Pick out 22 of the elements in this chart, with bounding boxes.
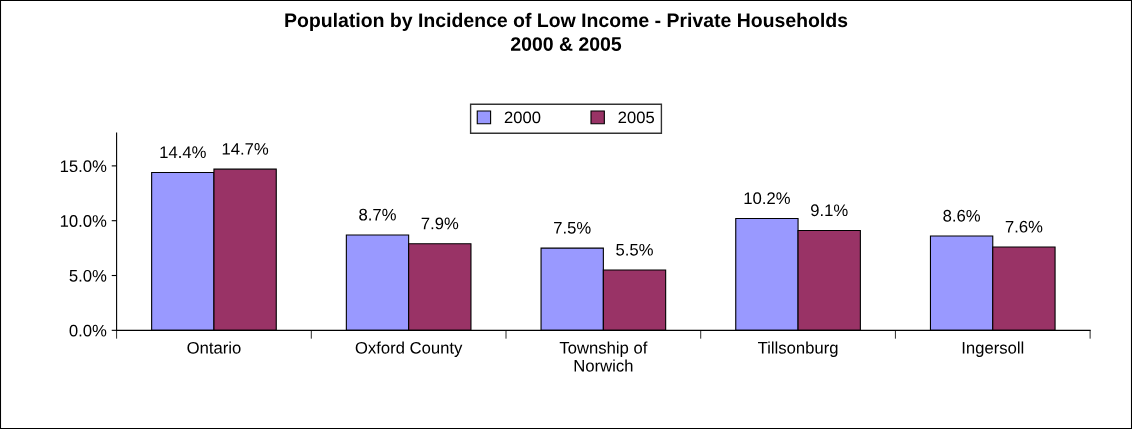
data-label: 10.2% <box>744 192 790 205</box>
y-tick-label: 5.0% <box>69 269 107 282</box>
data-label: 14.7% <box>222 143 269 155</box>
legend-label: 2000 <box>504 111 541 124</box>
data-label: 5.5% <box>616 243 653 256</box>
y-tick-label: 0.0% <box>69 324 107 337</box>
data-label: 9.1% <box>811 204 848 217</box>
y-tick-label: 10.0% <box>60 215 107 227</box>
legend-label: 2005 <box>618 111 655 124</box>
data-label: 7.5% <box>554 221 591 234</box>
data-label: 7.6% <box>1005 220 1043 233</box>
y-tick-label: 15.0% <box>60 160 107 173</box>
data-label: 7.9% <box>421 217 459 230</box>
data-label: 14.4% <box>160 146 206 158</box>
data-label: 8.6% <box>943 209 981 222</box>
x-tick-label: Oxford County <box>355 341 463 357</box>
data-label: 8.7% <box>359 208 396 221</box>
x-tick-label: Township of Norwich <box>559 341 648 372</box>
x-tick-label: Tillsonburg <box>757 341 838 357</box>
x-tick-label: Ontario <box>187 341 241 354</box>
x-tick-label: Ingersoll <box>962 341 1024 357</box>
chart-title: Population by Incidence of Low Income - Private Households 2000 & 2005 <box>285 12 848 51</box>
